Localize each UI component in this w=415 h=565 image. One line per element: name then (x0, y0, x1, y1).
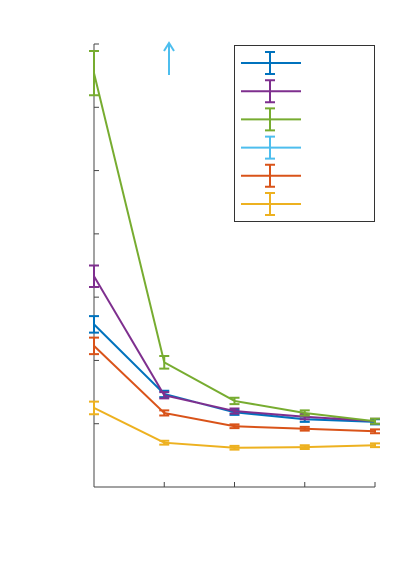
legend-swatch (241, 107, 301, 132)
error-bar (159, 439, 170, 446)
error-bar (299, 444, 310, 451)
error-bar (89, 315, 99, 334)
legend-swatch (241, 51, 301, 75)
error-bar (229, 423, 240, 430)
legend-swatch (241, 79, 301, 104)
legend-swatch (241, 135, 301, 160)
error-bar (159, 391, 170, 400)
error-bar (299, 425, 310, 432)
legend-swatch (241, 192, 301, 216)
error-bar (89, 400, 99, 416)
legend-swatch (241, 163, 301, 188)
annotation-arrow (163, 41, 175, 75)
error-bar (370, 442, 380, 449)
error-bar (229, 407, 240, 415)
error-bar (89, 49, 99, 97)
error-bar (370, 428, 380, 435)
error-bar (229, 444, 240, 451)
error-bar (159, 354, 170, 370)
legend-box (234, 45, 375, 222)
error-bar (299, 409, 310, 417)
error-bar (229, 396, 240, 406)
series-line (93, 323, 376, 423)
error-bar (159, 409, 170, 417)
error-bar (370, 417, 380, 425)
error-bar (89, 264, 99, 289)
error-bar (89, 336, 99, 356)
